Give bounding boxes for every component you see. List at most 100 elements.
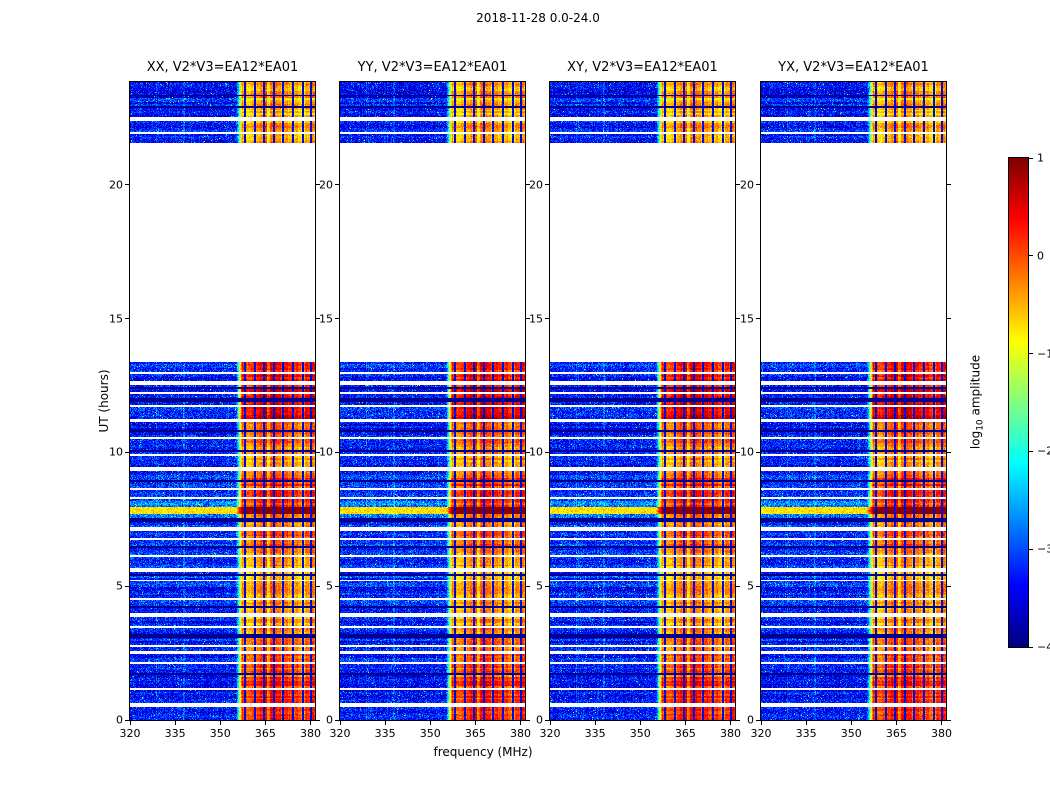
x-tick-label: 320 [539, 727, 561, 740]
y-tick-right [736, 318, 740, 320]
y-tick-right [526, 719, 530, 721]
y-tick-right [947, 318, 951, 320]
panel-title-yy: YY, V2*V3=EA12*EA01 [357, 60, 508, 75]
y-tick [335, 585, 339, 587]
spectrogram-canvas-xx [130, 82, 315, 720]
y-tick [756, 318, 760, 320]
y-tick-right [526, 318, 530, 320]
y-tick-label: 20 [109, 178, 123, 192]
y-tick-label: 15 [529, 312, 543, 326]
colorbar-tick-label: 1 [1037, 151, 1044, 165]
colorbar-frame [1008, 157, 1029, 648]
y-tick-right [947, 451, 951, 453]
y-tick [125, 318, 129, 320]
y-tick-right [526, 451, 530, 453]
y-tick-right [736, 585, 740, 587]
x-tick-label: 350 [209, 727, 231, 740]
y-tick-label: 5 [536, 579, 543, 593]
colorbar-label: log10 amplitude [968, 355, 985, 449]
y-tick [125, 184, 129, 186]
y-tick [545, 451, 549, 453]
y-tick-right [736, 184, 740, 186]
panel-xx [129, 81, 316, 721]
y-tick [125, 451, 129, 453]
x-tick-label: 335 [795, 727, 817, 740]
colorbar-tick [1029, 157, 1033, 159]
x-tick-label: 380 [509, 727, 531, 740]
panel-title-xx: XX, V2*V3=EA12*EA01 [146, 60, 299, 75]
y-tick-right [316, 318, 320, 320]
x-tick [429, 721, 431, 725]
x-tick-label: 335 [584, 727, 606, 740]
x-tick-label: 380 [719, 727, 741, 740]
colorbar-tick [1029, 450, 1033, 452]
x-tick [760, 721, 762, 725]
colorbar-tick-label: −3 [1037, 542, 1050, 556]
y-tick-right [947, 585, 951, 587]
y-tick [125, 719, 129, 721]
y-tick-label: 10 [740, 445, 754, 459]
y-tick-label: 20 [319, 178, 333, 192]
x-tick-label: 365 [254, 727, 276, 740]
x-tick-label: 365 [674, 727, 696, 740]
y-tick [545, 318, 549, 320]
y-tick [756, 184, 760, 186]
panel-yy [339, 81, 526, 721]
x-tick [594, 721, 596, 725]
y-tick-label: 0 [747, 713, 754, 727]
colorbar-tick [1029, 255, 1033, 257]
x-tick [895, 721, 897, 725]
y-tick [335, 451, 339, 453]
y-tick-label: 15 [740, 312, 754, 326]
y-tick-label: 10 [109, 445, 123, 459]
panel-title-yx: YX, V2*V3=EA12*EA01 [778, 60, 929, 75]
x-tick-label: 335 [164, 727, 186, 740]
x-tick-label: 350 [419, 727, 441, 740]
x-tick [850, 721, 852, 725]
spectrogram-canvas-yy [340, 82, 525, 720]
x-tick [549, 721, 551, 725]
y-tick [756, 451, 760, 453]
x-tick-label: 380 [930, 727, 952, 740]
x-tick [684, 721, 686, 725]
colorbar-label-sub: 10 [975, 419, 986, 431]
x-axis-label: frequency (MHz) [433, 745, 533, 759]
x-tick-label: 320 [119, 727, 141, 740]
y-tick-label: 0 [326, 713, 333, 727]
y-tick-right [736, 719, 740, 721]
y-tick-label: 5 [326, 579, 333, 593]
panel-xy [549, 81, 736, 721]
y-tick [756, 585, 760, 587]
x-tick [940, 721, 942, 725]
y-tick [545, 184, 549, 186]
x-tick [219, 721, 221, 725]
y-tick-right [526, 585, 530, 587]
figure-title: 2018-11-28 0.0-24.0 [476, 11, 600, 25]
x-tick-label: 365 [464, 727, 486, 740]
colorbar-tick-label: −4 [1037, 640, 1050, 654]
y-tick [125, 585, 129, 587]
y-tick-right [947, 719, 951, 721]
y-tick [335, 719, 339, 721]
colorbar-tick [1029, 353, 1033, 355]
x-tick [174, 721, 176, 725]
x-tick [474, 721, 476, 725]
y-tick-right [947, 184, 951, 186]
y-tick-label: 10 [529, 445, 543, 459]
x-tick [519, 721, 521, 725]
y-tick-right [316, 719, 320, 721]
x-tick [309, 721, 311, 725]
colorbar-tick-label: −2 [1037, 444, 1050, 458]
panel-yx [760, 81, 947, 721]
x-tick-label: 335 [374, 727, 396, 740]
colorbar-label-post: amplitude [968, 354, 983, 420]
y-tick-right [736, 451, 740, 453]
spectrogram-canvas-yx [761, 82, 946, 720]
y-tick-label: 5 [116, 579, 123, 593]
y-tick-label: 0 [536, 713, 543, 727]
y-tick-label: 15 [319, 312, 333, 326]
x-tick-label: 350 [629, 727, 651, 740]
colorbar-tick [1029, 646, 1033, 648]
